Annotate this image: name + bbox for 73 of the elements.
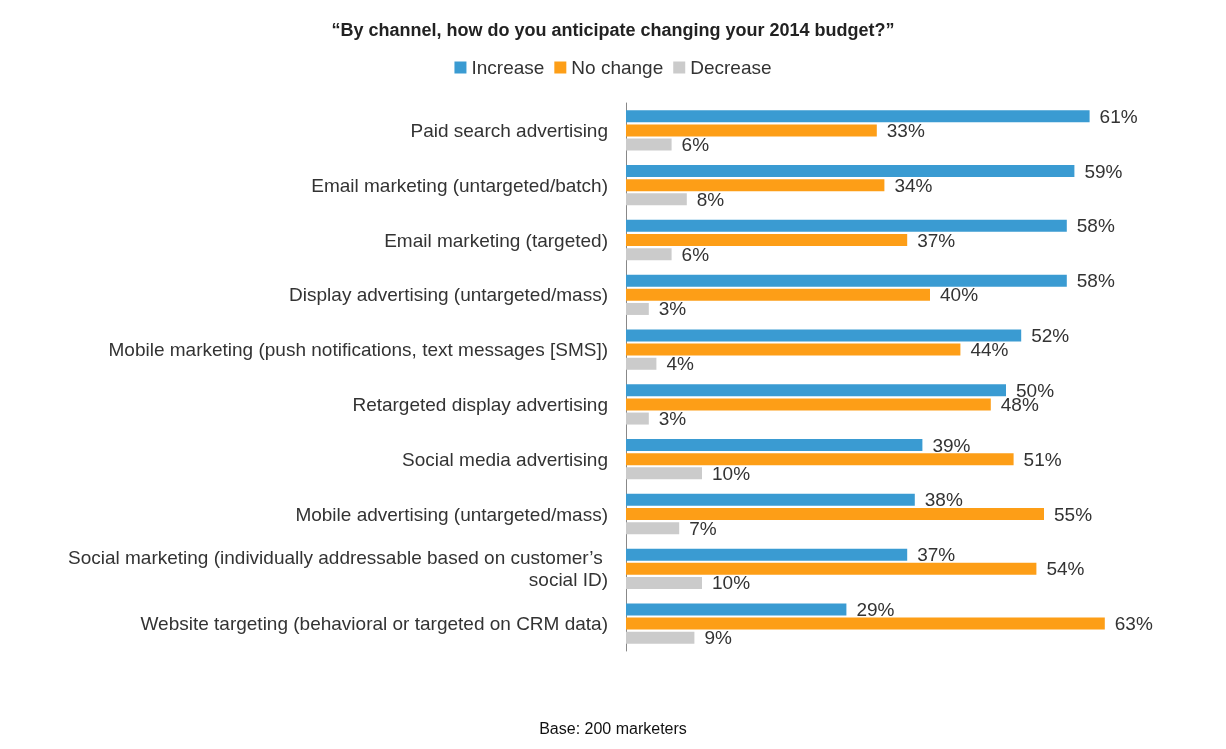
y-tick-label: Retargeted display advertising (352, 393, 608, 415)
bar (626, 165, 1075, 178)
bar (626, 329, 1022, 342)
legend-label: Increase (471, 57, 545, 78)
data-label: 10% (712, 462, 751, 484)
data-label: 58% (1076, 215, 1115, 237)
data-label: 6% (681, 134, 710, 156)
bar (626, 110, 1090, 123)
data-label: 8% (696, 188, 725, 210)
bar (626, 248, 672, 261)
y-tick-label: Social media advertising (402, 448, 608, 470)
bar (626, 453, 1014, 466)
data-label: 51% (1023, 448, 1062, 470)
data-label: 59% (1084, 160, 1123, 182)
data-label: 33% (886, 119, 925, 141)
bar (626, 384, 1006, 397)
data-label: 44% (970, 339, 1009, 361)
bar (626, 219, 1067, 232)
data-label: 38% (924, 489, 963, 511)
y-tick-label: Email marketing (targeted) (384, 229, 608, 251)
bar (626, 302, 649, 315)
bar (626, 617, 1105, 630)
text: Base: 200 marketers (539, 719, 687, 737)
bar (626, 288, 930, 301)
data-label: 7% (689, 517, 717, 539)
data-label: 55% (1054, 503, 1093, 525)
bar (626, 603, 847, 616)
y-tick-label: Display advertising (untargeted/mass) (289, 284, 608, 306)
bar (626, 343, 961, 356)
data-label: 37% (917, 229, 956, 251)
bar (626, 357, 657, 370)
bar (626, 138, 672, 151)
bar (626, 548, 908, 561)
y-tick-label: Paid search advertising (410, 119, 608, 141)
bar (626, 398, 991, 411)
data-label: 63% (1114, 613, 1153, 635)
data-label: 39% (932, 434, 971, 456)
bar (626, 631, 695, 644)
bar (626, 576, 702, 589)
bar (626, 234, 908, 246)
bar (626, 467, 702, 480)
bar (626, 522, 680, 535)
y-tick-label: Email marketing (untargeted/batch) (311, 174, 608, 196)
bar (626, 508, 1044, 520)
y-tick-label: Mobile marketing (push notifications, text messages [SMS]) (108, 339, 608, 361)
data-label: 37% (917, 544, 956, 566)
data-label: 3% (658, 408, 687, 430)
bar (626, 193, 687, 206)
bar (626, 274, 1067, 287)
y-tick-label: Social marketing (individually addressable based on customer’s social ID) (67, 547, 608, 591)
data-label: 3% (658, 298, 687, 320)
bar (626, 179, 885, 192)
y-tick-label: Mobile advertising (untargeted/mass) (295, 503, 608, 525)
bar (626, 412, 649, 425)
bar (626, 439, 923, 452)
data-label: 4% (666, 353, 694, 375)
data-label: 9% (704, 627, 732, 649)
data-label: 40% (940, 284, 979, 306)
bar (626, 562, 1037, 575)
legend-label: No change (571, 57, 664, 78)
data-label: 29% (856, 598, 895, 620)
data-label: 52% (1031, 324, 1070, 346)
data-label: 54% (1046, 558, 1085, 580)
data-label: 34% (894, 174, 933, 196)
bar (626, 493, 915, 506)
legend-label: Decrease (690, 57, 772, 78)
data-label: 61% (1099, 105, 1138, 127)
bar (626, 124, 877, 137)
y-tick-label: Website targeting (behavioral or targeted on CRM data) (140, 613, 608, 635)
data-label: 6% (681, 243, 710, 265)
data-label: 10% (712, 572, 751, 594)
data-label: 58% (1076, 270, 1115, 292)
chart-title: “By channel, how do you anticipate changing your 2014 budget?” (331, 20, 895, 40)
